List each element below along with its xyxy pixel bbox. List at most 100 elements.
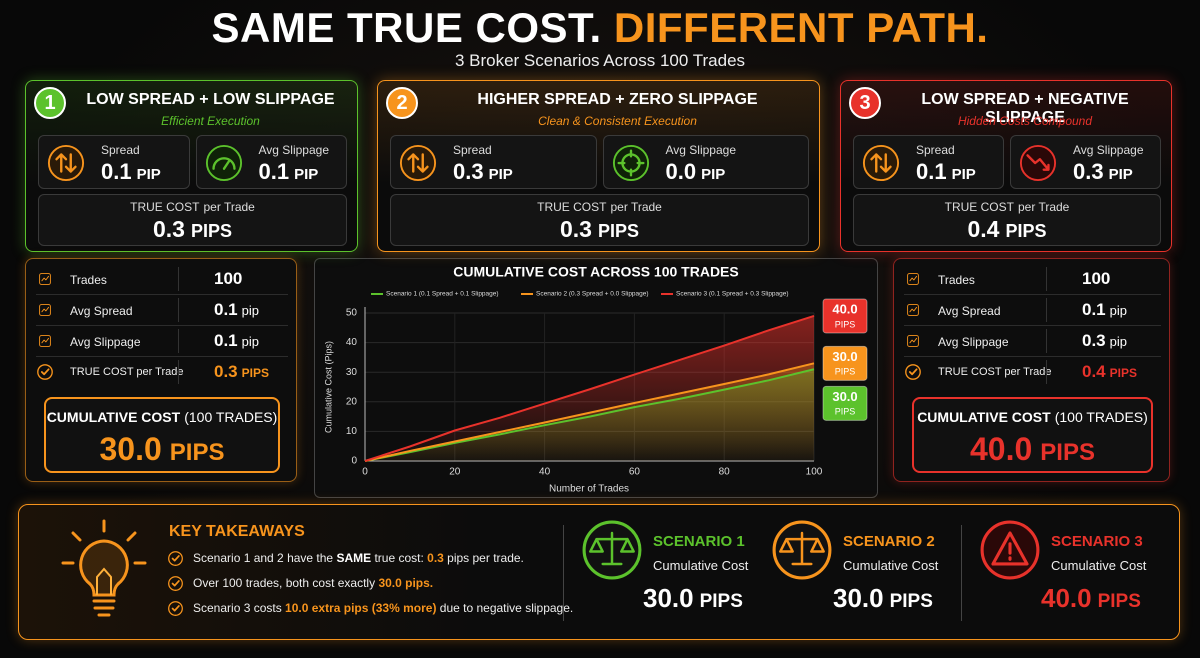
icon-scale <box>589 531 635 566</box>
y-tick-label: 10 <box>346 426 358 437</box>
icon-box <box>39 335 51 347</box>
row-unit: pip <box>1109 334 1127 349</box>
row-value: 100 <box>214 269 242 289</box>
icon-warn <box>991 531 1029 566</box>
row-separator <box>1046 267 1047 291</box>
slippage-value: 0.1 PIP <box>259 159 319 185</box>
summary-value: 30.0 PIPS <box>643 583 743 614</box>
spread-number: 0.1 <box>101 159 132 184</box>
x-tick-label: 20 <box>449 467 461 478</box>
row-unit: PIPS <box>241 366 269 380</box>
icon-scale <box>779 531 825 566</box>
cumulative-value: 30.0 PIPS <box>46 431 278 468</box>
icon-check <box>171 605 180 612</box>
scenario-tagline: Efficient Execution <box>161 114 260 128</box>
slippage-box: Avg Slippage 0.3 PIP <box>1010 135 1161 189</box>
icon <box>907 335 919 347</box>
row-divider <box>36 325 288 326</box>
true-cost-box: TRUE COST per Trade 0.4 PIPS <box>853 194 1161 246</box>
end-label-box <box>822 298 868 334</box>
row-unit: pip <box>1109 303 1127 318</box>
true-cost-label-main: TRUE COST <box>130 200 200 214</box>
true-cost-box: TRUE COST per Trade 0.3 PIPS <box>390 194 809 246</box>
icon-gauge <box>211 157 236 170</box>
true-cost-value: 0.4 PIPS <box>854 216 1160 243</box>
icon-ring <box>862 144 900 182</box>
row-value: 0.1 pip <box>214 300 259 320</box>
summary-number: 30.0 <box>643 583 694 613</box>
row-number: 0.1 <box>214 331 238 350</box>
chart-title: CUMULATIVE COST ACROSS 100 TRADES <box>453 264 738 280</box>
true-cost-value: 0.3 PIPS <box>39 216 346 243</box>
cumulative-label: CUMULATIVE COST (100 TRADES) <box>914 409 1151 425</box>
icon-ring <box>399 144 437 182</box>
row-divider <box>904 294 1161 295</box>
icon-down <box>1026 154 1050 171</box>
end-label-value: 30.0 <box>832 389 857 404</box>
true-cost-unit: PIPS <box>1005 221 1047 241</box>
row-value: 0.4 PIPS <box>1082 362 1137 382</box>
icon <box>168 551 183 566</box>
spread-unit: PIP <box>488 166 513 183</box>
cumulative-box: CUMULATIVE COST (100 TRADES) 30.0 PIPS <box>44 397 280 473</box>
takeaway-text: Over 100 trades, both cost exactly <box>193 576 379 590</box>
scenario-tagline: Clean & Consistent Execution <box>538 114 697 128</box>
cumulative-label-main: CUMULATIVE COST <box>46 409 181 425</box>
divider <box>961 525 962 621</box>
true-cost-label-main: TRUE COST <box>537 200 607 214</box>
scenario-title: LOW SPREAD + NEGATIVE SLIPPAGE <box>921 91 1129 126</box>
icon <box>39 273 51 285</box>
x-tick-label: 100 <box>806 467 823 478</box>
stats-panel: Trades 100 Avg Spread 0.1 pip Avg Slippage 0.1… <box>25 258 297 482</box>
cumulative-box: CUMULATIVE COST (100 TRADES) 40.0 PIPS <box>912 397 1153 473</box>
x-tick-label: 60 <box>629 467 641 478</box>
slippage-label: Avg Slippage <box>258 143 330 157</box>
row-separator <box>178 267 179 291</box>
icon <box>1019 144 1057 182</box>
row-divider <box>904 325 1161 326</box>
icon-mark <box>909 275 918 282</box>
row-value: 0.1 pip <box>214 331 259 351</box>
icon-box <box>907 304 919 316</box>
icon-check <box>908 368 918 376</box>
cumulative-number: 40.0 <box>970 431 1033 467</box>
y-axis-label: Cumulative Cost (Pips) <box>323 341 333 433</box>
row-value: 100 <box>1082 269 1110 289</box>
takeaway-text: 30.0 pips. <box>378 576 434 590</box>
icon <box>399 144 437 182</box>
end-label-box <box>822 345 868 381</box>
icon <box>582 520 642 580</box>
cumulative-unit: PIPS <box>169 439 225 466</box>
icon-cross <box>616 149 645 177</box>
true-cost-label-main: TRUE COST <box>944 200 1014 214</box>
summary-unit: PIPS <box>699 591 743 612</box>
row-value: 0.3 PIPS <box>214 362 269 382</box>
slippage-unit: PIP <box>294 166 319 183</box>
y-tick-label: 0 <box>351 456 357 467</box>
spread-value: 0.1 PIP <box>916 159 976 185</box>
icon-box <box>39 304 51 316</box>
row-number: 0.3 <box>214 362 238 381</box>
icon <box>39 304 51 316</box>
slippage-label: Avg Slippage <box>1073 143 1144 157</box>
icon-ring <box>168 576 183 591</box>
cumulative-value: 40.0 PIPS <box>914 431 1151 468</box>
icon-ring <box>612 144 649 182</box>
spread-unit: PIP <box>136 166 161 183</box>
icon-ring <box>47 144 85 182</box>
summary-name: SCENARIO 1 <box>653 533 745 550</box>
true-cost-unit: PIPS <box>597 221 639 241</box>
takeaway-text: SAME <box>336 551 372 565</box>
true-cost-label-suffix: per Trade <box>203 200 255 214</box>
icon-ring <box>905 364 921 380</box>
summary-name: SCENARIO 3 <box>1051 533 1143 550</box>
x-tick-label: 80 <box>719 467 731 478</box>
icon-check <box>171 580 180 587</box>
scenario-title: HIGHER SPREAD + ZERO SLIPPAGE <box>477 91 758 108</box>
row-label: Avg Slippage <box>70 335 141 349</box>
icon-box <box>907 335 919 347</box>
true-cost-label-suffix: per Trade <box>1017 200 1070 214</box>
scenario-card: 2 HIGHER SPREAD + ZERO SLIPPAGE Clean & Co… <box>377 80 820 252</box>
icon <box>905 364 921 380</box>
